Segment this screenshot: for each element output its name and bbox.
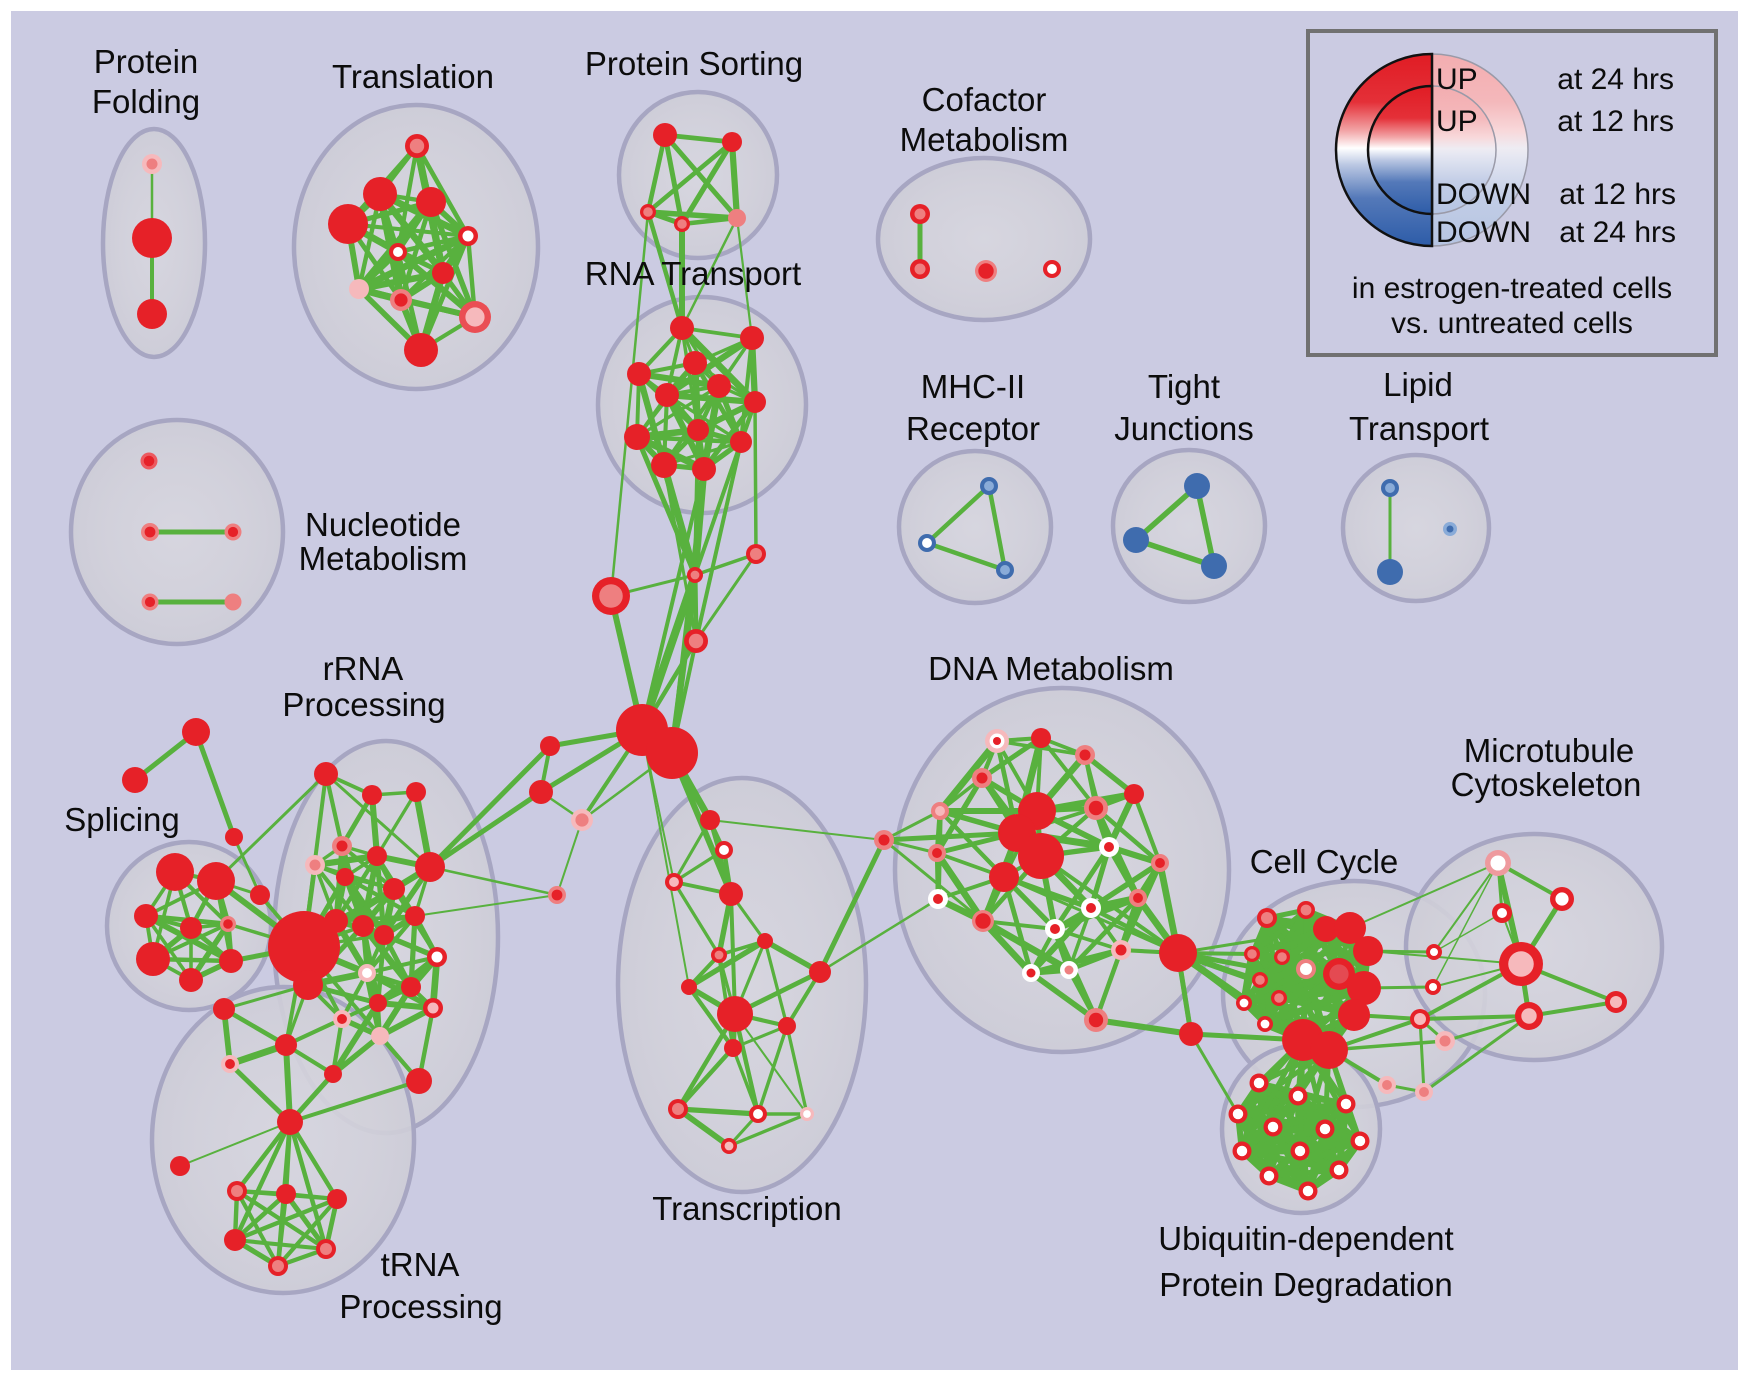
- svg-text:Ubiquitin-dependent: Ubiquitin-dependent: [1158, 1220, 1453, 1257]
- svg-text:Cell Cycle: Cell Cycle: [1250, 843, 1399, 880]
- svg-text:tRNA: tRNA: [381, 1246, 460, 1283]
- svg-text:Protein Sorting: Protein Sorting: [585, 45, 803, 82]
- svg-text:DOWN: DOWN: [1436, 178, 1531, 211]
- svg-text:Cytoskeleton: Cytoskeleton: [1451, 766, 1642, 803]
- svg-text:at 24 hrs: at 24 hrs: [1559, 216, 1676, 249]
- svg-text:MHC-II: MHC-II: [921, 368, 1025, 405]
- svg-text:Protein: Protein: [94, 43, 199, 80]
- svg-text:Receptor: Receptor: [906, 410, 1040, 447]
- svg-text:Junctions: Junctions: [1114, 410, 1253, 447]
- svg-text:Processing: Processing: [282, 686, 445, 723]
- svg-text:Splicing: Splicing: [64, 801, 180, 838]
- svg-text:Transport: Transport: [1349, 410, 1489, 447]
- svg-text:at 24 hrs: at 24 hrs: [1557, 63, 1674, 96]
- svg-text:Microtubule: Microtubule: [1464, 732, 1635, 769]
- svg-text:DOWN: DOWN: [1436, 216, 1531, 249]
- svg-text:UP: UP: [1436, 105, 1478, 138]
- svg-text:Protein Degradation: Protein Degradation: [1159, 1266, 1453, 1303]
- svg-text:Translation: Translation: [332, 58, 494, 95]
- svg-text:Metabolism: Metabolism: [900, 121, 1069, 158]
- svg-text:Cofactor: Cofactor: [922, 81, 1047, 118]
- svg-text:Transcription: Transcription: [652, 1190, 842, 1227]
- svg-text:Metabolism: Metabolism: [299, 540, 468, 577]
- svg-text:Tight: Tight: [1148, 368, 1220, 405]
- svg-text:vs. untreated cells: vs. untreated cells: [1391, 307, 1633, 340]
- svg-text:RNA Transport: RNA Transport: [585, 255, 801, 292]
- svg-text:UP: UP: [1436, 63, 1478, 96]
- svg-text:DNA Metabolism: DNA Metabolism: [928, 650, 1174, 687]
- svg-text:Nucleotide: Nucleotide: [305, 506, 461, 543]
- svg-text:Processing: Processing: [339, 1288, 502, 1325]
- svg-text:at 12 hrs: at 12 hrs: [1557, 105, 1674, 138]
- svg-text:in estrogen-treated cells: in estrogen-treated cells: [1352, 272, 1672, 305]
- svg-text:Lipid: Lipid: [1383, 366, 1453, 403]
- svg-text:rRNA: rRNA: [323, 650, 404, 687]
- svg-text:at 12 hrs: at 12 hrs: [1559, 178, 1676, 211]
- svg-text:Folding: Folding: [92, 83, 200, 120]
